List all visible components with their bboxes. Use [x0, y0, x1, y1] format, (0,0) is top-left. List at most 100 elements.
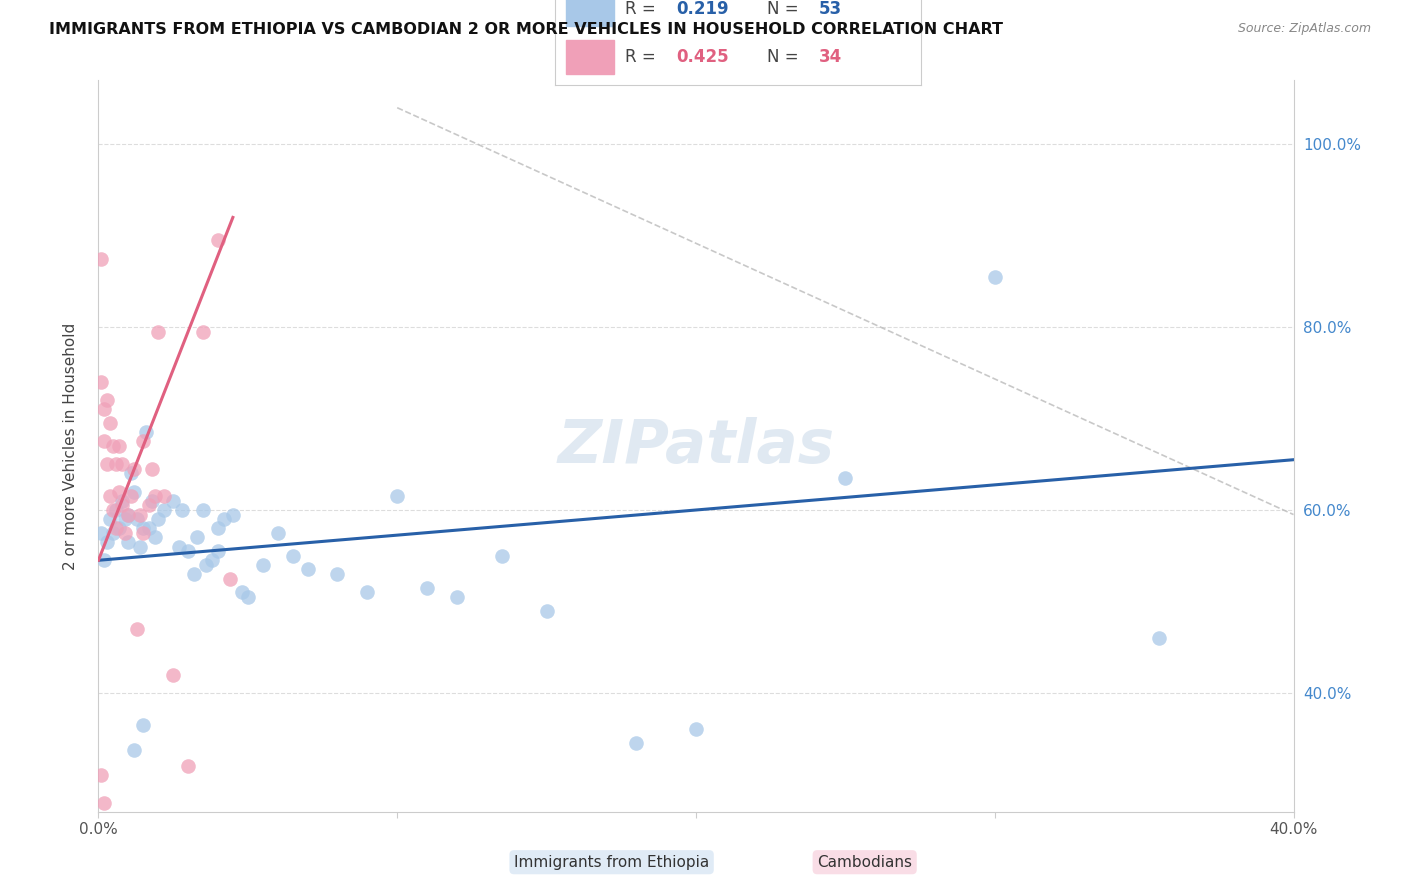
Point	[138, 499, 160, 513]
Point	[222, 508, 245, 522]
Text: Immigrants from Ethiopia: Immigrants from Ethiopia	[515, 855, 709, 870]
Text: R =: R =	[624, 48, 661, 66]
Point	[124, 743, 146, 757]
Text: Source: ZipAtlas.com: Source: ZipAtlas.com	[1237, 22, 1371, 36]
Point	[685, 723, 707, 737]
Point	[114, 512, 136, 526]
Point	[162, 494, 184, 508]
Point	[117, 535, 139, 549]
Point	[177, 544, 200, 558]
Point	[132, 718, 155, 732]
Point	[120, 467, 142, 481]
Point	[162, 667, 184, 681]
Point	[129, 540, 152, 554]
Point	[191, 503, 214, 517]
Text: N =: N =	[768, 0, 804, 18]
Point	[127, 512, 149, 526]
Point	[153, 489, 176, 503]
Point	[105, 503, 128, 517]
Point	[108, 439, 131, 453]
Point	[207, 233, 229, 247]
Point	[132, 521, 155, 535]
Point	[117, 508, 139, 522]
Point	[124, 484, 146, 499]
Point	[148, 512, 170, 526]
Point	[148, 325, 170, 339]
Point	[172, 503, 194, 517]
Point	[90, 525, 112, 540]
Point	[212, 512, 235, 526]
Point	[98, 489, 122, 503]
Point	[834, 471, 856, 485]
Point	[108, 484, 131, 499]
Point	[231, 585, 253, 599]
Point	[98, 416, 122, 430]
Point	[446, 590, 468, 604]
Text: 34: 34	[818, 48, 842, 66]
Point	[186, 531, 208, 545]
Point	[536, 604, 558, 618]
Point	[93, 434, 115, 449]
Point	[114, 525, 136, 540]
Point	[111, 499, 134, 513]
Point	[129, 508, 152, 522]
Point	[984, 269, 1007, 284]
Text: Cambodians: Cambodians	[817, 855, 912, 870]
Point	[326, 567, 349, 582]
Point	[103, 503, 125, 517]
Point	[135, 425, 157, 440]
Text: 0.219: 0.219	[676, 0, 728, 18]
Point	[90, 375, 112, 389]
Point	[491, 549, 513, 563]
Point	[138, 521, 160, 535]
Point	[297, 562, 319, 576]
Point	[141, 462, 163, 476]
Point	[98, 512, 122, 526]
Point	[124, 462, 146, 476]
Text: 0.425: 0.425	[676, 48, 728, 66]
Point	[105, 457, 128, 471]
Point	[183, 567, 205, 582]
Point	[127, 622, 149, 636]
Point	[167, 540, 190, 554]
Text: IMMIGRANTS FROM ETHIOPIA VS CAMBODIAN 2 OR MORE VEHICLES IN HOUSEHOLD CORRELATIO: IMMIGRANTS FROM ETHIOPIA VS CAMBODIAN 2 …	[49, 22, 1004, 37]
Text: R =: R =	[624, 0, 661, 18]
Point	[105, 521, 128, 535]
Point	[143, 489, 166, 503]
Point	[177, 759, 200, 773]
Text: 53: 53	[818, 0, 842, 18]
Point	[90, 252, 112, 266]
Point	[103, 439, 125, 453]
Point	[111, 494, 134, 508]
Text: ZIPatlas: ZIPatlas	[557, 417, 835, 475]
Point	[90, 768, 112, 782]
Point	[96, 393, 118, 408]
Point	[236, 590, 259, 604]
Point	[93, 402, 115, 417]
Point	[141, 494, 163, 508]
Point	[132, 525, 155, 540]
Point	[96, 535, 118, 549]
Point	[132, 434, 155, 449]
Point	[103, 525, 125, 540]
Point	[626, 736, 648, 750]
Point	[143, 531, 166, 545]
Point	[117, 508, 139, 522]
Point	[252, 558, 274, 572]
Point	[93, 553, 115, 567]
Point	[96, 457, 118, 471]
Point	[191, 325, 214, 339]
Point	[281, 549, 304, 563]
Point	[153, 503, 176, 517]
Point	[195, 558, 218, 572]
Point	[201, 553, 224, 567]
Point	[93, 796, 115, 810]
Text: N =: N =	[768, 48, 804, 66]
Point	[267, 525, 290, 540]
Point	[207, 521, 229, 535]
Bar	[567, 39, 614, 75]
Point	[219, 572, 242, 586]
Point	[108, 521, 131, 535]
Point	[207, 544, 229, 558]
Y-axis label: 2 or more Vehicles in Household: 2 or more Vehicles in Household	[63, 322, 77, 570]
